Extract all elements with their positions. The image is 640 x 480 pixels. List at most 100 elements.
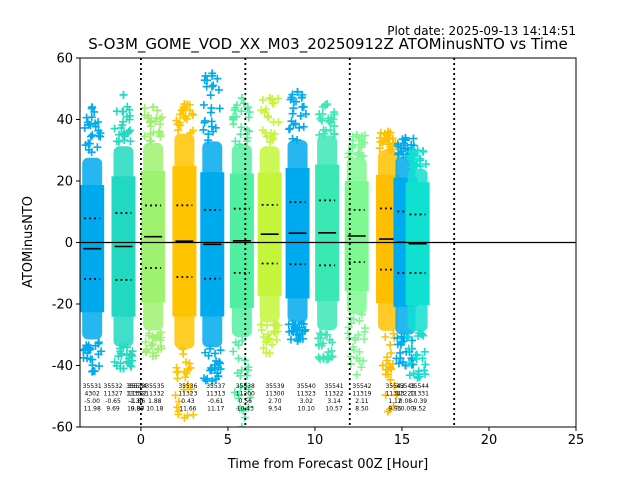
series-8-min-point (323, 355, 332, 364)
series-0-point (86, 120, 95, 129)
series-1-point (112, 361, 121, 370)
series-10-point (386, 340, 395, 349)
series-4-point (207, 363, 216, 372)
series-8-point (315, 130, 324, 139)
series-11-point (407, 354, 416, 363)
stat-annotation-line: 11.66 (179, 406, 196, 413)
x-tick-label: 15 (394, 433, 411, 448)
series-8-max-point (323, 100, 332, 109)
stat-annotation-line: 35540 (297, 383, 316, 390)
series-3-point (181, 112, 190, 121)
series-12-point (405, 358, 414, 367)
stat-annotation-line: 35537 (206, 383, 225, 390)
series-0-point (93, 143, 102, 152)
series-2-point (144, 331, 153, 340)
series-9-point (354, 140, 363, 149)
series-8-point (325, 335, 334, 344)
series-2-point (141, 337, 150, 346)
series-10-point (386, 349, 395, 358)
series-2-point (148, 340, 157, 349)
stat-annotation-0: 35531 4302 -5.00 11.98 (83, 383, 102, 413)
series-1-point (116, 344, 125, 353)
series-1-point (123, 129, 132, 138)
x-tick-label: 0 (137, 433, 145, 448)
series-3-point (181, 373, 190, 382)
series-7-point (286, 335, 295, 344)
series-9-point (359, 151, 368, 160)
series-8-point (330, 122, 339, 131)
series-2-point (145, 136, 154, 145)
series-5-point (229, 114, 238, 123)
stat-annotation-line: 35539 (265, 383, 284, 390)
series-7-point (289, 327, 298, 336)
stat-annotation-line: 11313 (206, 391, 225, 398)
stat-annotation-line: -1.30 (128, 398, 144, 405)
series-7-point (288, 109, 297, 118)
stat-annotation-line: 9.54 (268, 406, 282, 413)
series-5-point (240, 356, 249, 365)
stat-annotation-line: 35532 (104, 383, 123, 390)
series-0-point (95, 362, 104, 371)
stat-annotation-line: 9.69 (106, 406, 120, 413)
stat-annotation-line: 11343 (385, 391, 404, 398)
series-1-point (112, 137, 121, 146)
series-0-point (80, 123, 89, 132)
series-6-point (269, 98, 278, 107)
series-4-point (203, 374, 212, 383)
series-11-point (393, 334, 402, 343)
series-8-point (318, 110, 327, 119)
series-12-point (420, 366, 429, 375)
series-9-point (353, 150, 362, 159)
series-8-point (325, 118, 334, 127)
stat-annotation-line: 4302 (85, 391, 100, 398)
series-12 (404, 146, 430, 382)
series-9-point (345, 333, 354, 342)
series-9-point (355, 347, 364, 356)
x-tick-label: 10 (307, 433, 324, 448)
series-7-point (301, 110, 310, 119)
x-axis-label: Time from Forecast 00Z [Hour] (227, 457, 429, 472)
y-tick-label: -60 (52, 421, 73, 436)
series-1-point (127, 350, 136, 359)
series-1-point (125, 115, 134, 124)
series-0-point (83, 354, 92, 363)
series-7-point (289, 104, 298, 113)
stat-annotation-line: 1.88 (148, 398, 162, 405)
series-3-point (189, 111, 198, 120)
series-3-point (171, 391, 180, 400)
stat-annotation-line: 35542 (352, 383, 371, 390)
stat-annotation-13: 35543 11220 0.08 10.00 (396, 383, 415, 413)
series-6-point (257, 320, 266, 329)
series-1-point (126, 361, 135, 370)
series-9-point (360, 327, 369, 336)
series-2-point (144, 111, 153, 120)
series-3-point (188, 109, 197, 118)
series-9-point (355, 316, 364, 325)
y-tick-label: 60 (56, 52, 73, 67)
series-1-point (110, 124, 119, 133)
series-8-point (321, 330, 330, 339)
series-5-point (243, 133, 252, 142)
series-4-point (209, 127, 218, 136)
stat-annotation-line: 10.18 (146, 406, 163, 413)
stat-annotation-line: -0.61 (208, 398, 224, 405)
series-6-max-point (265, 93, 274, 102)
series-10-point (381, 391, 390, 400)
series-3-max-point (180, 100, 189, 109)
series-5-point (234, 354, 243, 363)
series-0-point (84, 139, 93, 148)
series-9-point (357, 310, 366, 319)
series-5-point (244, 363, 253, 372)
stat-annotation-line: 10.00 (397, 406, 414, 413)
series-7-point (293, 325, 302, 334)
series-4-point (214, 363, 223, 372)
series-2-point (140, 104, 149, 113)
stat-annotation-line: 35531 (83, 383, 102, 390)
series-9-point (346, 352, 355, 361)
series-9-point (352, 354, 361, 363)
series-11-point (394, 149, 403, 158)
series-4-point (212, 356, 221, 365)
series-4-point (203, 76, 212, 85)
series-9-max-point (352, 130, 361, 139)
series-3-point (180, 367, 189, 376)
